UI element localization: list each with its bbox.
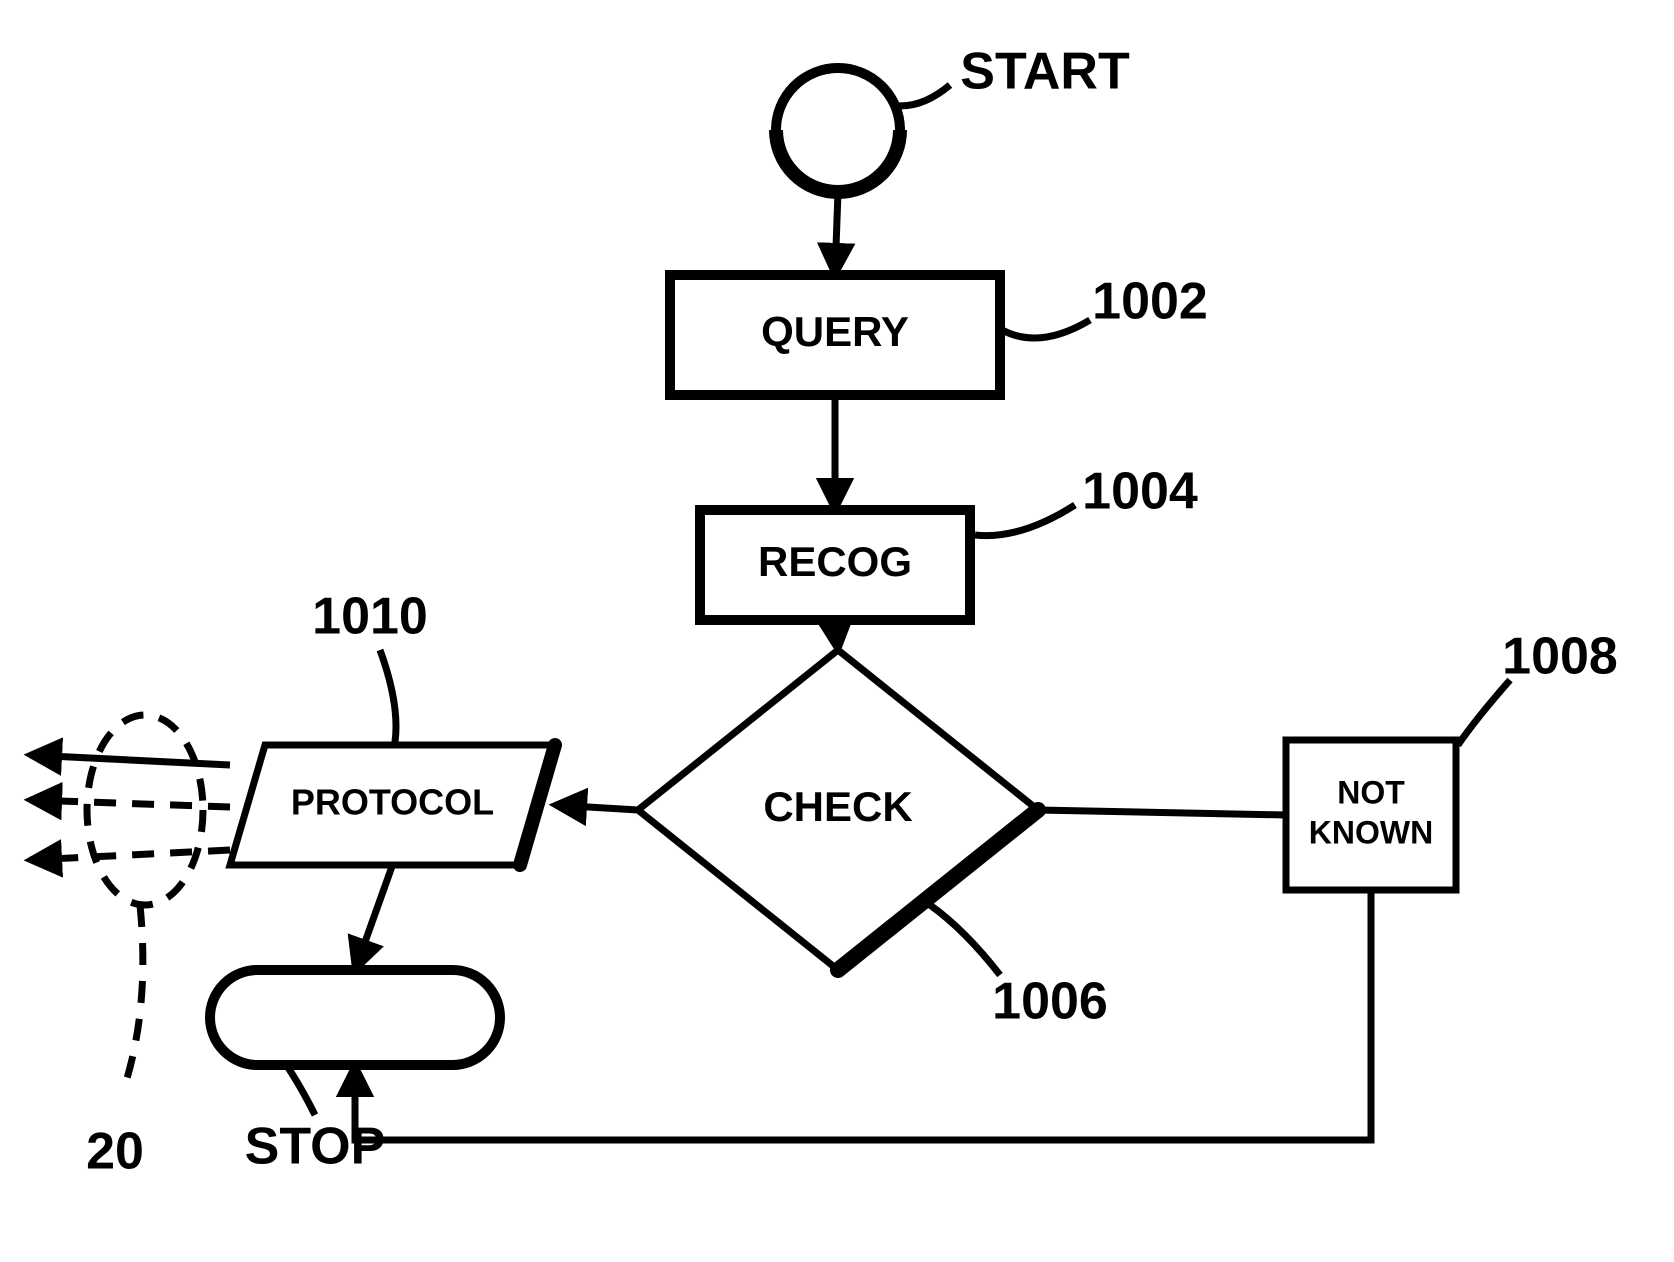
- stop-node: [210, 970, 500, 1065]
- svg-text:NOT: NOT: [1337, 774, 1405, 810]
- svg-text:1010: 1010: [312, 588, 428, 646]
- svg-text:RECOG: RECOG: [758, 538, 912, 585]
- svg-text:1004: 1004: [1082, 463, 1198, 521]
- svg-text:1002: 1002: [1092, 273, 1208, 331]
- svg-text:START: START: [960, 43, 1130, 101]
- svg-text:STOP: STOP: [245, 1118, 386, 1176]
- svg-text:PROTOCOL: PROTOCOL: [291, 782, 494, 823]
- svg-text:KNOWN: KNOWN: [1309, 814, 1433, 850]
- svg-text:1008: 1008: [1502, 628, 1618, 686]
- svg-text:20: 20: [86, 1123, 144, 1181]
- svg-text:1006: 1006: [992, 973, 1108, 1031]
- svg-text:QUERY: QUERY: [761, 308, 909, 355]
- flowchart-diagram: QUERY RECOG CHECK PROTOCOL NOT KNOWN START STOP…: [0, 0, 1674, 1262]
- svg-text:CHECK: CHECK: [763, 783, 912, 830]
